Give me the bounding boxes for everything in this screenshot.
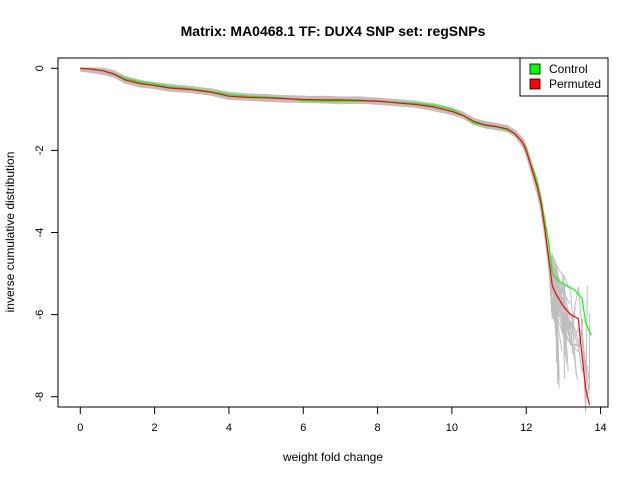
plot-frame (57, 57, 609, 408)
permutation-line (80, 68, 577, 376)
permutation-line (80, 69, 559, 384)
permutation-line (80, 69, 563, 352)
series-lines (80, 67, 592, 406)
permutation-line (80, 67, 558, 317)
y-axis-label: inverse cumulative distribution (3, 152, 17, 313)
permutation-line (80, 67, 566, 345)
series-line-permuted (80, 67, 590, 406)
x-tick-label: 6 (300, 422, 306, 434)
permutation-line (80, 67, 559, 374)
permutation-line (80, 67, 572, 346)
permutation-line (80, 70, 584, 353)
permutation-line (80, 67, 565, 334)
x-axis-label: weight fold change (282, 450, 383, 464)
x-tick-label: 10 (446, 422, 458, 434)
permutation-line (80, 67, 577, 333)
permutation-line (80, 69, 568, 342)
x-tick-label: 2 (152, 422, 158, 434)
permutation-line (80, 67, 583, 344)
y-tick-label: -6 (34, 310, 46, 320)
permutation-background-lines (80, 67, 591, 413)
x-tick-label: 4 (226, 422, 232, 434)
permutation-line (80, 67, 562, 314)
permutation-line (80, 70, 576, 345)
permutation-line (80, 67, 588, 413)
y-tick-label: -8 (34, 392, 46, 402)
y-axis: 0 -2 -4 -6 -8 (34, 65, 59, 402)
legend-swatch-control (529, 63, 541, 75)
permutation-line (80, 70, 567, 364)
permutation-line (80, 69, 566, 380)
permutation-line (80, 68, 569, 320)
permutation-line (80, 70, 571, 305)
permutation-line (80, 67, 557, 334)
chart-title: Matrix: MA0468.1 TF: DUX4 SNP set: regSN… (181, 23, 486, 39)
permutation-line (80, 67, 559, 310)
y-tick-label: 0 (34, 65, 46, 71)
x-axis: 0 2 4 6 8 10 12 14 (77, 406, 607, 434)
legend-label-permuted: Permuted (549, 77, 601, 91)
permutation-line (80, 69, 557, 363)
legend-swatch-permuted (529, 78, 541, 90)
permutation-line (80, 69, 562, 321)
y-tick-label: -4 (34, 228, 46, 238)
permutation-line (80, 67, 590, 401)
x-tick-label: 14 (594, 422, 606, 434)
legend-label-control: Control (549, 62, 588, 76)
permutation-line (80, 67, 566, 357)
x-tick-label: 0 (77, 422, 83, 434)
permutation-line (80, 67, 560, 388)
permutation-line (80, 67, 564, 312)
permutation-line (80, 69, 567, 331)
permutation-line (80, 68, 590, 394)
permutation-line (80, 68, 570, 331)
y-tick-label: -2 (34, 145, 46, 155)
permutation-line (80, 67, 559, 377)
x-tick-label: 12 (520, 422, 532, 434)
permutation-line (80, 70, 559, 319)
permutation-line (80, 67, 591, 381)
permutation-line (80, 69, 557, 337)
x-tick-label: 8 (375, 422, 381, 434)
series-line-control (80, 67, 592, 336)
permutation-line (80, 67, 569, 372)
permutation-line (80, 67, 574, 355)
permutation-line (80, 67, 559, 356)
permutation-line (80, 70, 591, 390)
permutation-line (80, 67, 560, 380)
permutation-line (80, 67, 578, 380)
